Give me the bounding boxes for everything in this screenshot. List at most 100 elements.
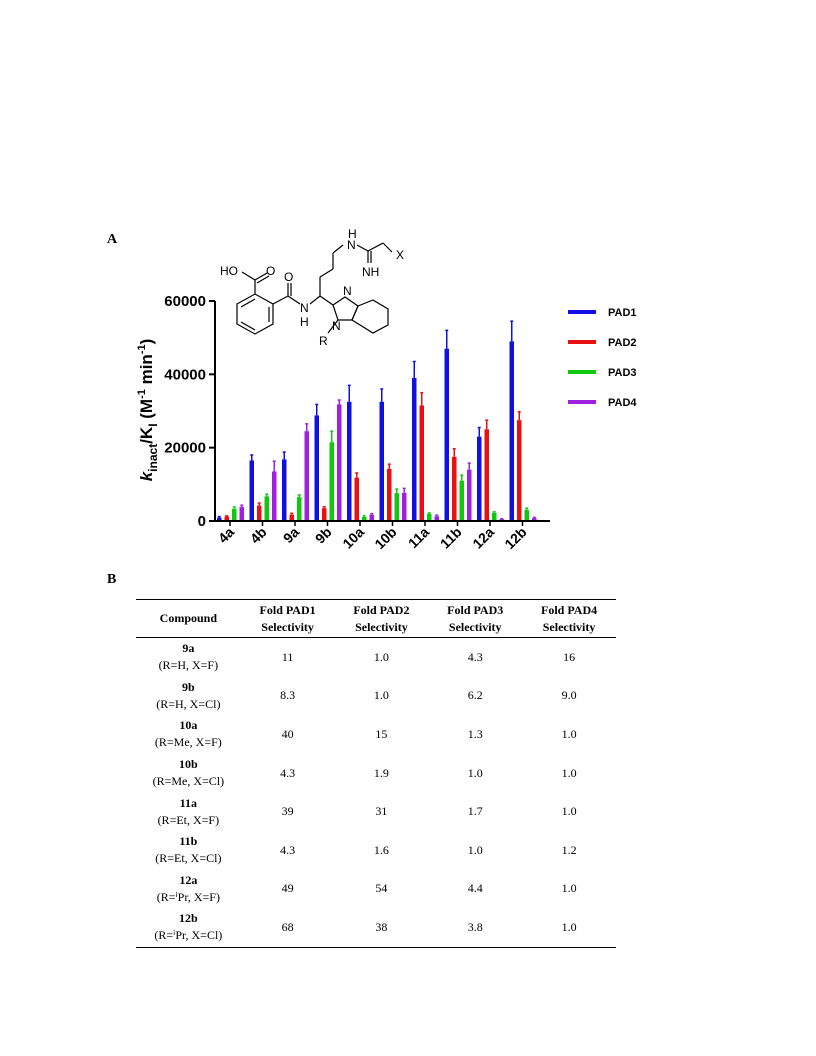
table-header-line: Fold PAD2 — [353, 602, 410, 617]
y-axis-ticks: 0 20000 40000 60000 — [164, 293, 215, 530]
table-row: 9a (R=H, X=F) 11 1.0 4.3 16 — [136, 638, 616, 677]
selectivity-cell: 9.0 — [561, 688, 577, 703]
table-row: 9b (R=H, X=Cl) 8.3 1.0 6.2 9.0 — [136, 677, 616, 716]
table-header-line: Fold PAD1 — [259, 602, 316, 617]
selectivity-cell: 1.0 — [522, 908, 616, 948]
y-axis-label-ki: /K — [137, 426, 156, 444]
bar-pad2-9a — [289, 514, 294, 521]
bar-pad1-4a — [217, 517, 222, 521]
structure-label-o2: O — [284, 270, 293, 284]
structure-label-r: R — [319, 334, 328, 348]
structure-label-h-gua: H — [348, 227, 357, 241]
selectivity-cell: 1.0 — [561, 804, 577, 819]
bar-pad3-10b — [394, 493, 399, 521]
selectivity-cell: 1.0 — [467, 842, 483, 857]
selectivity-cell: 8.3 — [280, 688, 296, 703]
bar-pad2-4b — [257, 505, 262, 521]
benzimidazole-benzo-ring — [351, 299, 389, 334]
table-header-0: Compound — [136, 599, 241, 638]
structure-label-n-imid-2: N — [332, 319, 341, 333]
y-axis-label-exp2: -1 — [136, 344, 148, 354]
selectivity-cell: 4.3 — [280, 765, 296, 780]
bar-pad4-9a — [304, 431, 309, 521]
legend-label-pad3: PAD3 — [608, 367, 637, 379]
selectivity-cell: 38 — [334, 908, 429, 948]
structure-label-x: X — [396, 248, 404, 262]
selectivity-cell: 3.8 — [428, 908, 523, 948]
bars — [217, 320, 537, 521]
compound-cell: 10b (R=Me, X=Cl) — [136, 754, 241, 793]
selectivity-cell: 15 — [375, 726, 388, 741]
x-tick-label: 9b — [312, 524, 335, 547]
legend: PAD1 PAD2 PAD3 PAD4 — [568, 307, 637, 409]
table-header-line: Fold PAD3 — [447, 602, 504, 617]
bar-pad3-12b — [524, 510, 529, 521]
legend-label-pad4: PAD4 — [608, 397, 637, 409]
bar-pad2-10b — [387, 468, 392, 521]
compound-id: 12b — [179, 911, 198, 926]
bar-pad2-11a — [419, 405, 424, 521]
bar-pad1-12b — [509, 341, 514, 521]
bar-pad2-12a — [484, 429, 489, 521]
table-header-line: Selectivity — [542, 619, 596, 634]
panel-label-a: A — [107, 232, 118, 247]
bar-pad4-11b — [467, 469, 472, 521]
y-axis-label: kinact/KI (M-1 min-1) — [136, 339, 160, 482]
bar-pad2-11b — [452, 456, 457, 521]
compound-substituents: (R=Et, X=F) — [157, 812, 220, 827]
compound-substituents: (R=Me, X=Cl) — [152, 774, 225, 789]
ring-inner-bond-3 — [240, 321, 256, 331]
table-row: 12b (R=ⁱPr, X=Cl) 68 38 3.8 1.0 — [136, 908, 616, 948]
structure-label-h-amide: H — [300, 315, 309, 329]
bar-pad4-11a — [434, 516, 439, 521]
table-row: 12a (R=ⁱPr, X=F) 49 54 4.4 1.0 — [136, 870, 616, 909]
imidazole-r-bond — [327, 319, 339, 334]
table-header-2: Fold PAD2 Selectivity — [334, 599, 429, 638]
panel-label-b: B — [107, 572, 117, 587]
compound-substituents: (R=Et, X=Cl) — [155, 851, 222, 866]
selectivity-cell: 16 — [563, 649, 576, 664]
side-chain-4 — [332, 244, 344, 254]
structure-label-nh: NH — [362, 265, 379, 279]
x-axis-ticks: 4a 4b 9a 9b 10a 10b 11a 11b 12a 12b — [215, 521, 530, 552]
compound-id: 10a — [179, 718, 198, 733]
table-header-4: Fold PAD4 Selectivity — [522, 599, 616, 638]
selectivity-cell: 1.0 — [561, 726, 577, 741]
structure-label-n-amide: N — [300, 301, 309, 315]
table-header-3: Fold PAD3 Selectivity — [428, 599, 523, 638]
x-tick-label: 4a — [215, 524, 237, 546]
bar-pad1-11a — [412, 378, 417, 521]
structure-label-o1: O — [266, 264, 275, 278]
compound-substituents: (R=Me, X=F) — [154, 735, 222, 750]
selectivity-cell: 1.0 — [373, 688, 389, 703]
bar-pad4-4b — [272, 471, 277, 521]
benzoic-ring — [236, 293, 274, 335]
compound-id: 9a — [182, 641, 195, 656]
table-row: 11b (R=Et, X=Cl) 4.3 1.6 1.0 1.2 — [136, 831, 616, 870]
bar-pad1-12a — [477, 436, 482, 521]
bar-pad1-4b — [249, 460, 254, 521]
side-chain-2 — [319, 268, 334, 278]
selectivity-cell: 1.0 — [561, 765, 577, 780]
selectivity-cell: 4.3 — [467, 649, 483, 664]
selectivity-cell: 1.0 — [467, 765, 483, 780]
bar-pad1-11b — [444, 348, 449, 521]
table-row: 10a (R=Me, X=F) 40 15 1.3 1.0 — [136, 715, 616, 754]
compound-cell: 11a (R=Et, X=F) — [136, 792, 241, 831]
table-row: 11a (R=Et, X=F) 39 31 1.7 1.0 — [136, 792, 616, 831]
compound-substituents: (R=ⁱPr, X=F) — [156, 889, 220, 904]
compound-cell: 12a (R=ⁱPr, X=F) — [136, 870, 241, 909]
y-axis-label-i: I — [146, 423, 160, 426]
bar-pad3-11a — [427, 514, 432, 521]
table-header-line: Selectivity — [448, 619, 502, 634]
guanidine-bond-5 — [382, 242, 393, 253]
structure-label-n-gua: N — [347, 238, 356, 252]
compound-id: 10b — [179, 757, 198, 772]
bar-pad3-12a — [492, 512, 497, 521]
selectivity-cell: 68 — [240, 908, 335, 948]
compound-cell: 12b (R=ⁱPr, X=Cl) — [136, 908, 241, 948]
table-header-line: Compound — [159, 611, 218, 625]
acid-oh-bond — [241, 271, 256, 281]
bar-pad3-9a — [297, 497, 302, 521]
selectivity-cell: 1.0 — [561, 881, 577, 896]
